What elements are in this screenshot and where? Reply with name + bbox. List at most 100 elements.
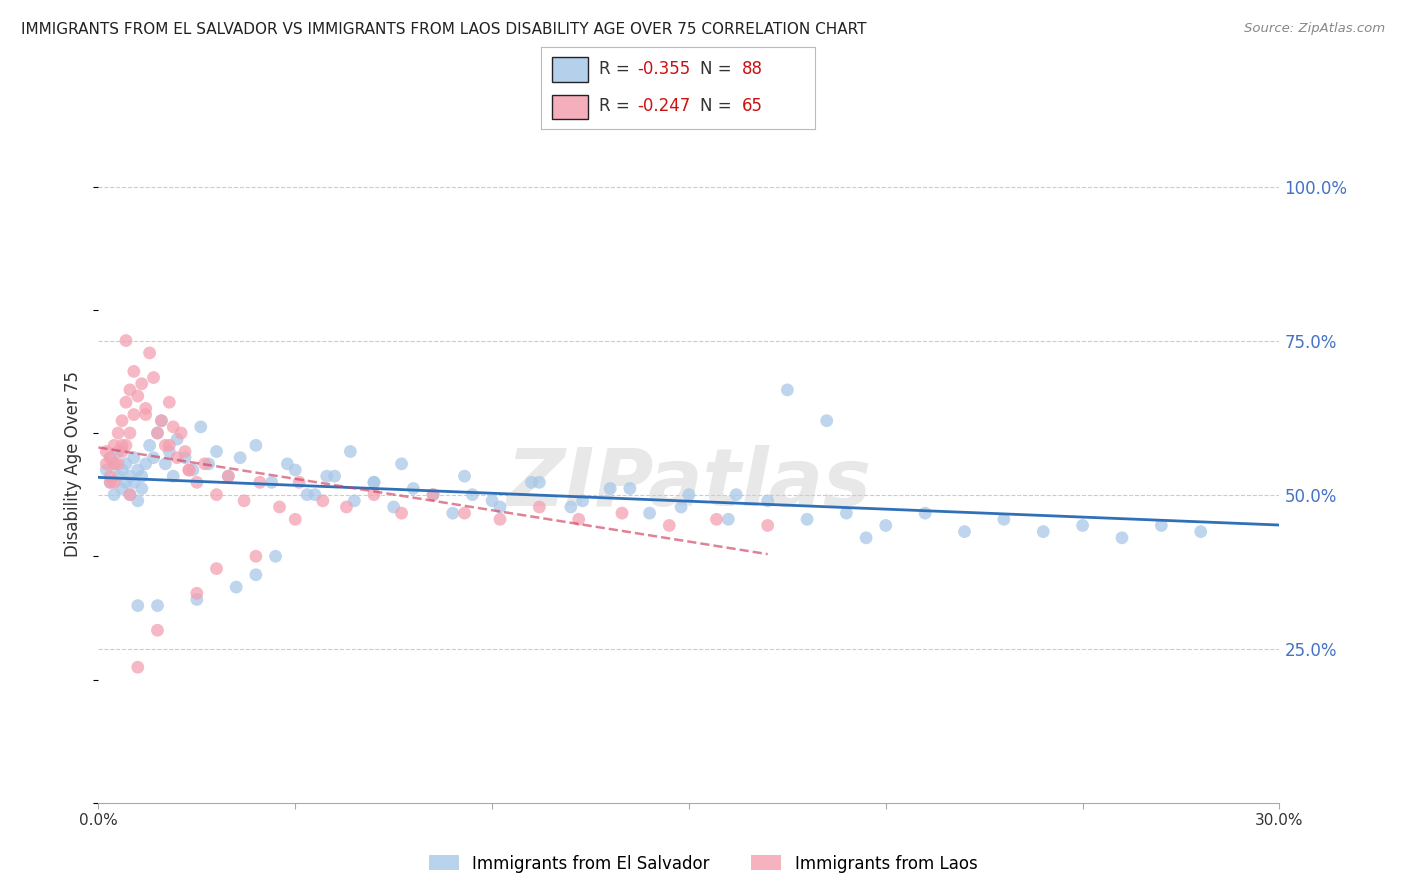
Point xyxy=(391,506,413,520)
Point xyxy=(170,425,193,440)
Point xyxy=(103,457,125,471)
Point xyxy=(756,518,779,533)
Point xyxy=(115,438,138,452)
Point xyxy=(118,469,141,483)
Point xyxy=(776,383,799,397)
Text: -0.355: -0.355 xyxy=(637,60,690,78)
Point xyxy=(520,475,543,490)
Point xyxy=(186,586,208,600)
Point xyxy=(115,395,138,409)
Point xyxy=(363,475,385,490)
Point xyxy=(638,506,661,520)
Point xyxy=(335,500,357,514)
Point xyxy=(155,457,177,471)
Point xyxy=(717,512,740,526)
Point xyxy=(619,482,641,496)
Point xyxy=(1111,531,1133,545)
Point xyxy=(186,592,208,607)
Point xyxy=(260,475,283,490)
Point xyxy=(181,463,204,477)
Point xyxy=(304,488,326,502)
Point xyxy=(135,401,157,416)
Point xyxy=(461,488,484,502)
Point xyxy=(205,488,228,502)
Point xyxy=(312,493,335,508)
Point xyxy=(122,364,145,378)
Point xyxy=(96,457,118,471)
Point xyxy=(135,408,157,422)
Point xyxy=(122,475,145,490)
Point xyxy=(815,414,838,428)
Text: IMMIGRANTS FROM EL SALVADOR VS IMMIGRANTS FROM LAOS DISABILITY AGE OVER 75 CORRE: IMMIGRANTS FROM EL SALVADOR VS IMMIGRANT… xyxy=(21,22,866,37)
Point xyxy=(111,463,134,477)
Point xyxy=(111,414,134,428)
Point xyxy=(107,469,129,483)
Point xyxy=(658,518,681,533)
Point xyxy=(177,463,200,477)
Point xyxy=(162,469,184,483)
Point xyxy=(111,438,134,452)
Point xyxy=(150,414,173,428)
Point xyxy=(284,512,307,526)
Point xyxy=(127,493,149,508)
Point xyxy=(186,475,208,490)
FancyBboxPatch shape xyxy=(553,57,588,82)
Point xyxy=(138,346,160,360)
Point xyxy=(993,512,1015,526)
Point xyxy=(146,425,169,440)
Point xyxy=(107,444,129,458)
Text: R =: R = xyxy=(599,97,636,115)
Point xyxy=(1032,524,1054,539)
Point xyxy=(560,500,582,514)
Point xyxy=(233,493,256,508)
Point xyxy=(96,463,118,477)
Point xyxy=(96,444,118,458)
Point xyxy=(146,599,169,613)
Point xyxy=(264,549,287,564)
Point xyxy=(269,500,291,514)
Point xyxy=(131,376,153,391)
Point xyxy=(174,444,197,458)
Text: 65: 65 xyxy=(741,97,762,115)
Text: R =: R = xyxy=(599,60,636,78)
Point xyxy=(225,580,247,594)
Point xyxy=(98,475,121,490)
Point xyxy=(489,500,512,514)
Point xyxy=(315,469,337,483)
Point xyxy=(323,469,346,483)
Point xyxy=(157,395,180,409)
Point xyxy=(339,444,361,458)
Point xyxy=(489,512,512,526)
Point xyxy=(382,500,405,514)
Point xyxy=(363,488,385,502)
Point xyxy=(131,469,153,483)
Point xyxy=(127,599,149,613)
Point xyxy=(166,432,188,446)
Point xyxy=(103,457,125,471)
Point xyxy=(756,493,779,508)
Point xyxy=(157,444,180,458)
Point xyxy=(914,506,936,520)
Point xyxy=(529,475,551,490)
Point xyxy=(146,425,169,440)
Point xyxy=(127,660,149,674)
Point xyxy=(391,457,413,471)
Point xyxy=(1189,524,1212,539)
Text: ZIPatlas: ZIPatlas xyxy=(506,445,872,524)
Point xyxy=(217,469,239,483)
Point xyxy=(98,450,121,465)
Point xyxy=(98,450,121,465)
Point xyxy=(229,450,252,465)
Point xyxy=(205,444,228,458)
Point xyxy=(678,488,700,502)
Point xyxy=(284,463,307,477)
Point xyxy=(453,469,475,483)
Point xyxy=(245,438,267,452)
Point xyxy=(568,512,591,526)
Y-axis label: Disability Age Over 75: Disability Age Over 75 xyxy=(65,371,83,557)
Point xyxy=(162,420,184,434)
Point xyxy=(107,457,129,471)
Point xyxy=(118,383,141,397)
Point xyxy=(118,425,141,440)
Point xyxy=(138,438,160,452)
